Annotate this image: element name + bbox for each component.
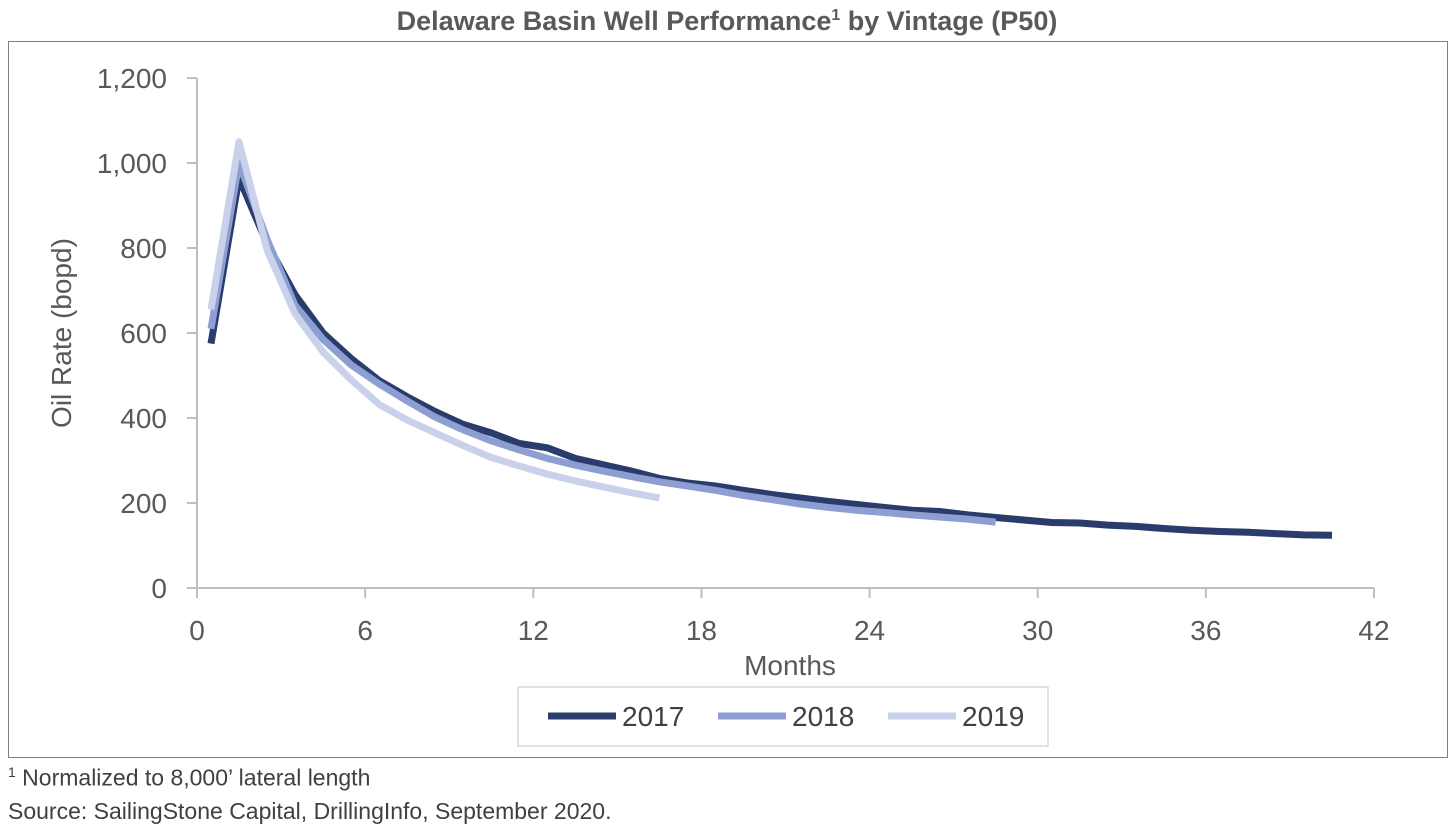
chart-title-suffix: by Vintage (P50) xyxy=(840,6,1058,36)
legend: 2017 2018 2019 xyxy=(517,686,1049,747)
x-tick-label: 18 xyxy=(686,615,717,646)
series-line-2019 xyxy=(207,138,661,502)
series-line-2018 xyxy=(207,159,997,526)
x-tick-label: 12 xyxy=(518,615,549,646)
x-tick-label: 0 xyxy=(189,615,205,646)
legend-label-2017: 2017 xyxy=(622,701,684,732)
y-tick-label: 1,000 xyxy=(97,148,167,179)
chart-frame xyxy=(8,41,1448,758)
y-axis-title: Oil Rate (bopd) xyxy=(46,238,77,428)
footnote: 1 Normalized to 8,000’ lateral length xyxy=(8,764,370,792)
y-ticks: 0 200 400 600 800 1,000 1,200 xyxy=(97,63,197,604)
legend-label-2018: 2018 xyxy=(792,701,854,732)
chart-title-main: Delaware Basin Well Performance xyxy=(396,6,832,36)
y-tick-label: 800 xyxy=(120,233,167,264)
y-tick-label: 1,200 xyxy=(97,63,167,94)
legend-label-2019: 2019 xyxy=(962,701,1024,732)
source-note: Source: SailingStone Capital, DrillingIn… xyxy=(8,798,612,824)
x-axis-title: Months xyxy=(744,650,836,681)
chart-title-superscript: 1 xyxy=(831,7,841,24)
y-tick-label: 0 xyxy=(151,573,167,604)
x-tick-label: 30 xyxy=(1022,615,1053,646)
x-tick-label: 6 xyxy=(357,615,373,646)
y-tick-label: 400 xyxy=(120,403,167,434)
chart-title: Delaware Basin Well Performance1 by Vint… xyxy=(0,6,1454,37)
x-tick-label: 42 xyxy=(1358,615,1389,646)
y-tick-label: 600 xyxy=(120,318,167,349)
series-line-2017 xyxy=(207,174,1333,539)
x-ticks: 0 6 12 18 24 30 36 42 xyxy=(189,588,1390,646)
x-tick-label: 24 xyxy=(854,615,885,646)
series-lines xyxy=(207,138,1333,539)
footnote-marker: 1 xyxy=(8,764,16,780)
x-tick-label: 36 xyxy=(1190,615,1221,646)
y-tick-label: 200 xyxy=(120,488,167,519)
footnote-text: Normalized to 8,000’ lateral length xyxy=(15,764,371,791)
axes xyxy=(196,78,1374,589)
